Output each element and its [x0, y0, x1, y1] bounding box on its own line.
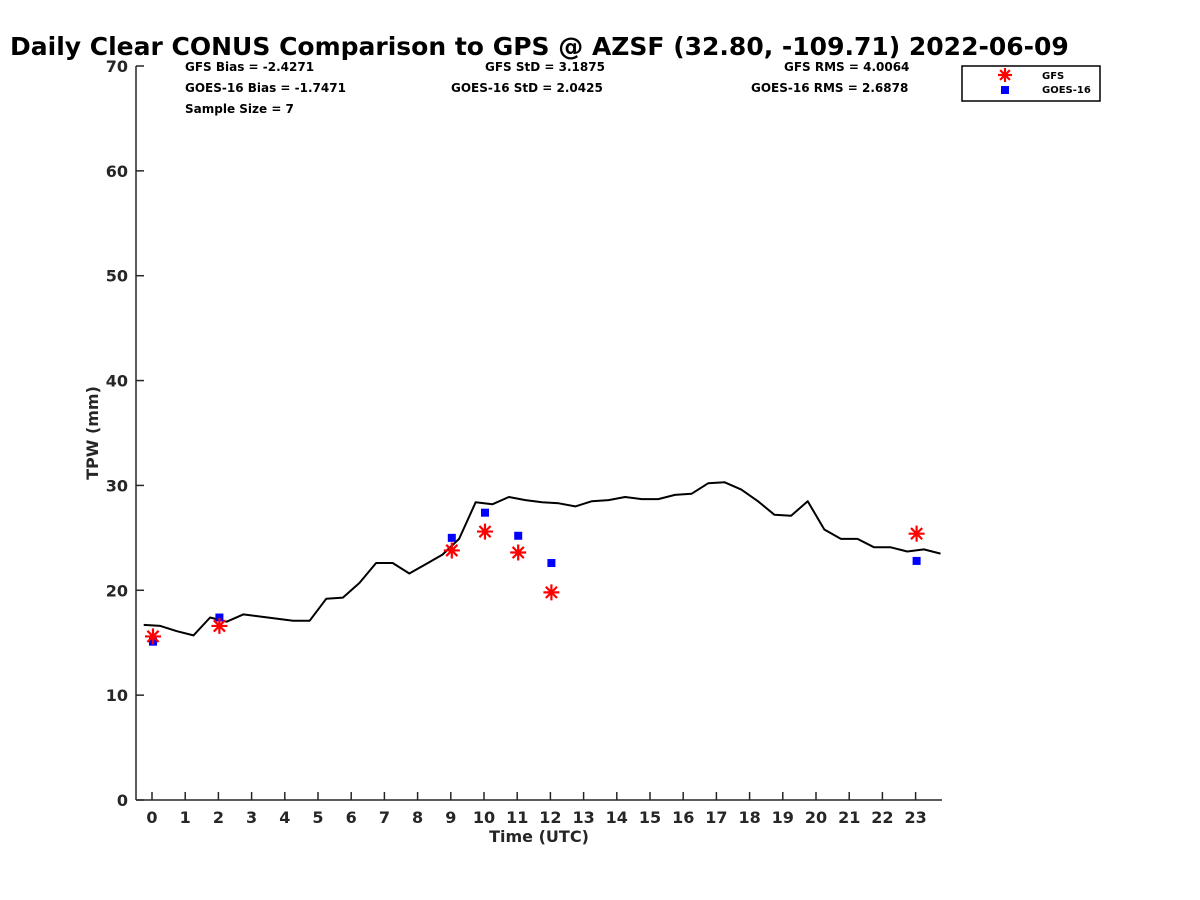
- gfs-point: [145, 628, 161, 645]
- gfs-point-shape: [908, 525, 925, 542]
- goes-std-text: GOES-16 StD = 2.0425: [451, 81, 603, 95]
- legend-gfs-asterisk-shape: [998, 68, 1012, 82]
- legend-goes-square: [1001, 86, 1009, 94]
- gfs-point: [477, 523, 493, 540]
- gfs-point: [510, 544, 527, 561]
- sample-size-text: Sample Size = 7: [185, 102, 294, 116]
- gps-line: [143, 481, 941, 637]
- x-tick-label: 16: [672, 808, 694, 827]
- x-tick-label: 10: [473, 808, 495, 827]
- goes16-point: [447, 533, 456, 542]
- goes16-point: [215, 613, 224, 622]
- gfs-point-shape: [510, 544, 527, 561]
- gfs-point-shape: [443, 542, 460, 559]
- gfs-point-shape: [543, 584, 560, 601]
- x-tick-label: 8: [412, 808, 423, 827]
- x-tick-label: 9: [445, 808, 456, 827]
- y-tick-label: 0: [117, 791, 128, 810]
- y-tick-label: 30: [106, 476, 128, 495]
- y-tick-label: 20: [106, 581, 128, 600]
- stats-block: GFS Bias = -2.4271 GOES-16 Bias = -1.747…: [185, 60, 909, 116]
- gfs-point: [543, 584, 560, 601]
- y-axis-label: TPW (mm): [83, 386, 102, 480]
- x-tick-label: 3: [246, 808, 257, 827]
- x-tick-label: 22: [871, 808, 893, 827]
- x-tick-label: 7: [379, 808, 390, 827]
- gfs-point: [908, 525, 925, 542]
- gfs-point-shape: [145, 628, 161, 645]
- legend-gfs-label: GFS: [1042, 71, 1064, 82]
- legend-box: [961, 65, 1101, 102]
- x-tick-label: 19: [772, 808, 794, 827]
- legend-gfs-marker: [998, 68, 1012, 82]
- goes16-point: [547, 559, 556, 568]
- legend: GFS GOES-16: [961, 65, 1101, 102]
- y-tick-label: 70: [106, 57, 128, 76]
- x-tick-label: 11: [506, 808, 528, 827]
- legend-goes-marker: [1001, 86, 1009, 94]
- gfs-point: [211, 617, 228, 634]
- plot-area: [143, 481, 941, 646]
- y-tick-label: 50: [106, 267, 128, 286]
- x-tick-label: 14: [606, 808, 628, 827]
- goes-rms-text: GOES-16 RMS = 2.6878: [751, 81, 908, 95]
- x-tick-label: 18: [738, 808, 760, 827]
- x-tick-label: 12: [539, 808, 561, 827]
- goes16-point: [514, 531, 523, 540]
- gfs-point-shape: [211, 617, 228, 634]
- legend-gfs-asterisk: [998, 68, 1012, 82]
- x-tick-label: 13: [572, 808, 594, 827]
- x-tick-label: 20: [805, 808, 827, 827]
- x-tick-label: 17: [705, 808, 727, 827]
- y-tick-label: 40: [106, 372, 128, 391]
- goes-bias-text: GOES-16 Bias = -1.7471: [185, 81, 346, 95]
- legend-goes-label: GOES-16: [1042, 85, 1091, 96]
- x-tick-label: 21: [838, 808, 860, 827]
- gfs-rms-text: GFS RMS = 4.0064: [784, 60, 909, 74]
- gfs-point: [443, 542, 460, 559]
- x-tick-label: 6: [346, 808, 357, 827]
- x-tick-label: 15: [639, 808, 661, 827]
- y-tick-label: 10: [106, 686, 128, 705]
- gfs-point-shape: [477, 523, 493, 540]
- chart-title: Daily Clear CONUS Comparison to GPS @ AZ…: [10, 32, 1069, 61]
- x-axis-label: Time (UTC): [489, 827, 589, 846]
- x-tick-label: 4: [279, 808, 290, 827]
- x-tick-label: 5: [312, 808, 323, 827]
- x-tick-label: 1: [180, 808, 191, 827]
- gfs-bias-text: GFS Bias = -2.4271: [185, 60, 314, 74]
- gfs-std-text: GFS StD = 3.1875: [485, 60, 605, 74]
- goes16-point: [481, 508, 489, 517]
- y-tick-label: 60: [106, 162, 128, 181]
- x-tick-label: 0: [146, 808, 157, 827]
- x-tick-label: 2: [213, 808, 224, 827]
- x-tick-label: 23: [904, 808, 926, 827]
- goes16-point: [912, 556, 921, 565]
